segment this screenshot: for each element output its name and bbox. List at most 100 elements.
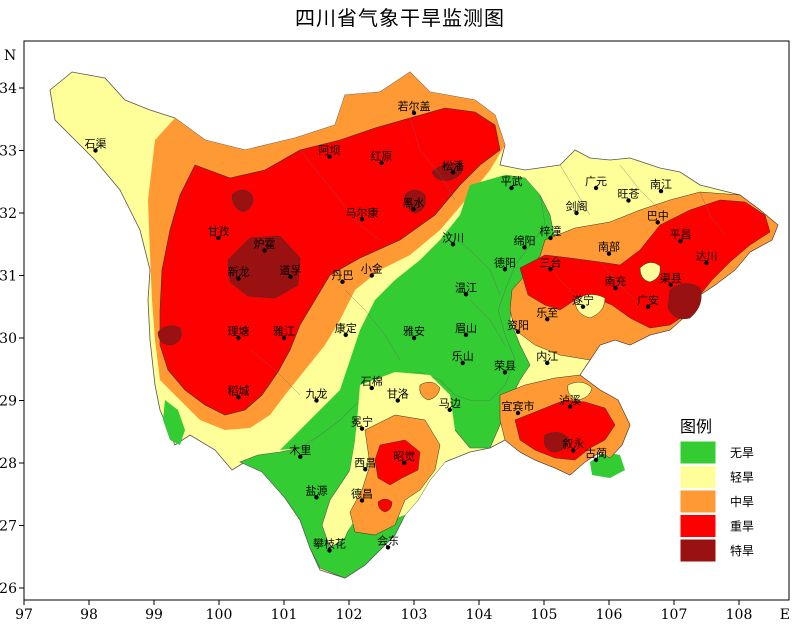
city-dot [463,292,469,297]
city-dot [450,170,456,175]
extreme-drought-3 [404,189,426,214]
y-tick-label: 31 [0,269,17,285]
city-label: 雅安 [403,324,425,338]
city-dot [509,185,514,191]
light-drought-east-hole [639,262,661,283]
city-dot [411,207,416,212]
city-label: 三台 [540,255,562,269]
city-label: 平昌 [670,228,692,241]
city-label: 石棉 [361,374,383,388]
city-label: 广安 [637,293,659,307]
city-label: 德阳 [494,255,516,269]
x-tick-label: 106 [596,607,623,623]
city-label: 旺苍 [618,188,640,201]
city-label: 德昌 [351,487,373,501]
city-label: 攀枝花 [313,537,346,551]
city-label: 梓潼 [540,224,562,238]
city-dot [379,160,384,166]
city-dot [450,242,456,247]
city-dot [463,332,469,338]
no-drought-southeast [590,452,625,478]
city-label: 盐源 [306,483,328,497]
city-dot [411,335,417,341]
city-dot [593,185,599,191]
city-dot [314,495,319,500]
extreme-drought-2 [231,189,253,213]
x-tick-label: 97 [15,607,33,623]
legend-swatch [679,538,717,563]
city-dot [236,335,241,341]
city-dot [236,276,241,281]
city-label: 松潘 [442,158,464,172]
city-dot [369,273,374,278]
x-tick-label: 98 [80,607,98,623]
city-dot [678,238,683,244]
y-tick-label: 29 [0,394,17,410]
city-dot [411,110,417,116]
y-tick-label: 32 [0,206,17,222]
city-label: 丹巴 [332,269,354,282]
city-label: 马尔康 [346,205,379,219]
x-tick-label: 99 [145,607,163,623]
city-label: 新龙 [228,265,250,279]
city-label: 宜宾市 [502,399,535,413]
city-label: 古蔺 [585,447,607,460]
city-dot [93,148,98,153]
y-tick-label: 30 [0,331,17,347]
axis-ticks: 97 98 99 100 101 102 103 104 105 106 107 108 34 33 32 3… [0,48,790,623]
light-drought-southeast-hole [567,381,593,401]
city-label: 内江 [536,349,558,363]
north-label: N [4,48,16,64]
city-label: 甘洛 [387,387,409,401]
severe-drought-south [374,439,421,486]
drought-regions [49,71,779,579]
city-dot [359,217,365,222]
city-dot [236,395,241,400]
no-drought-southwest [163,400,185,445]
city-dot [613,285,618,291]
x-tick-label: 103 [401,607,428,623]
city-label: 阿坝 [319,143,341,157]
y-tick-label: 28 [0,456,17,472]
city-dot [548,267,553,272]
city-label: 理塘 [228,324,250,338]
extreme-drought-east [667,283,702,320]
city-label: 冕宁 [351,415,373,429]
y-tick-label: 34 [0,81,17,97]
city-dot [571,448,576,453]
extreme-drought-southeast [544,432,571,453]
moderate-drought-small [419,381,441,401]
y-tick-label: 33 [0,144,17,160]
city-label: 资阳 [507,319,529,332]
city-dot [545,317,550,322]
city-label: 红原 [371,150,393,163]
legend-label: 无旱 [730,446,754,460]
city-dot [460,360,465,366]
legend-swatch [679,465,717,489]
city-label: 炉霍 [254,238,276,251]
severe-drought-southeast [514,399,616,461]
legend-swatch [679,489,717,514]
city-dot [567,404,573,409]
city-dot [658,188,664,194]
legend-label: 特旱 [730,543,754,558]
city-dot [385,545,391,550]
city-dot [502,267,508,272]
city-label: 眉山 [455,322,477,335]
x-tick-label: 105 [531,607,558,623]
city-dot [369,385,374,391]
city-dot [645,304,651,309]
map-title: 四川省气象干旱监测图 [295,6,505,30]
city-dot [314,398,319,403]
city-label: 马边 [439,397,461,410]
city-dot [502,370,508,375]
city-label: 遂宁 [572,293,594,307]
city-label: 荣县 [494,359,516,372]
city-label: 九龙 [306,388,328,401]
city-label: 南江 [650,178,672,191]
city-dot [515,329,521,334]
city-dot [327,154,332,159]
city-dot [395,398,400,403]
city-label: 绵阳 [514,233,536,247]
city-label: 南部 [598,240,620,254]
